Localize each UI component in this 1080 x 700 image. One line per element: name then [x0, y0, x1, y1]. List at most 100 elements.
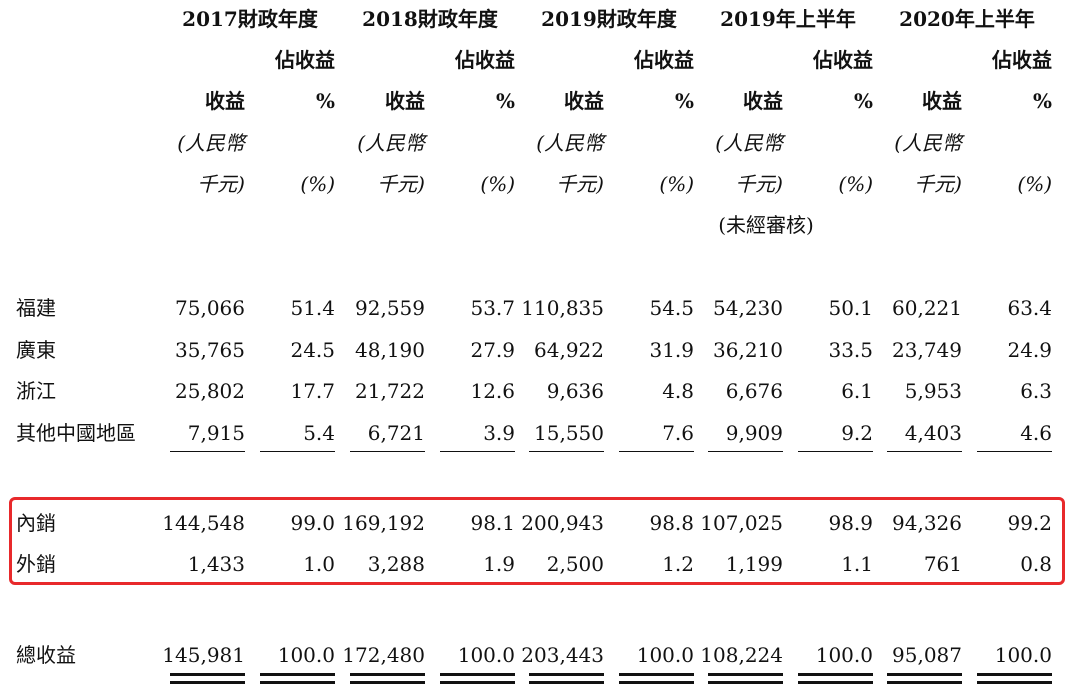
- revenue-cell: 144,548: [162, 511, 245, 535]
- total-double-rule: [887, 681, 962, 684]
- subtotal-rule: [260, 451, 335, 452]
- total-double-rule: [350, 673, 425, 676]
- period-header: 2019年上半年: [720, 7, 856, 31]
- region-row-label: 廣東: [16, 338, 56, 362]
- total-double-rule: [887, 673, 962, 676]
- revenue-cell: 60,221: [892, 296, 962, 320]
- sales-row-label: 內銷: [16, 511, 56, 535]
- total-double-rule: [440, 681, 515, 684]
- revenue-header: 收益: [385, 89, 425, 113]
- period-header: 2017財政年度: [182, 7, 318, 31]
- subtotal-rule: [887, 451, 962, 452]
- pct-cell: 31.9: [649, 338, 694, 362]
- pct-cell: 0.8: [1020, 552, 1052, 576]
- pct-cell: 54.5: [649, 296, 694, 320]
- revenue-header: 收益: [564, 89, 604, 113]
- region-row-label: 其他中國地區: [16, 421, 136, 445]
- pct-cell: 53.7: [470, 296, 515, 320]
- revenue-cell: 15,550: [534, 421, 604, 445]
- unit-label: (人民幣: [536, 131, 604, 155]
- revenue-header: 收益: [922, 89, 962, 113]
- revenue-cell: 2,500: [546, 552, 604, 576]
- unit-label: (人民幣: [177, 131, 245, 155]
- revenue-cell: 107,025: [700, 511, 783, 535]
- pct-unit-label: (%): [300, 172, 335, 196]
- unaudited-note: (未經審核): [718, 213, 814, 237]
- pct-cell: 100.0: [815, 643, 873, 667]
- total-double-rule: [260, 673, 335, 676]
- pct-header: 佔收益: [992, 48, 1052, 72]
- pct-header: 佔收益: [634, 48, 694, 72]
- pct-cell: 1.9: [483, 552, 515, 576]
- pct-symbol-header: %: [674, 89, 694, 113]
- pct-cell: 1.0: [303, 552, 335, 576]
- unit-label: 千元): [914, 172, 962, 196]
- revenue-cell: 21,722: [355, 379, 425, 403]
- total-double-rule: [529, 673, 604, 676]
- revenue-cell: 761: [923, 552, 962, 576]
- pct-cell: 50.1: [828, 296, 873, 320]
- unit-label: (人民幣: [894, 131, 962, 155]
- subtotal-rule: [170, 451, 245, 452]
- pct-cell: 99.0: [290, 511, 335, 535]
- revenue-cell: 35,765: [175, 338, 245, 362]
- revenue-header: 收益: [743, 89, 783, 113]
- revenue-cell: 95,087: [892, 643, 962, 667]
- pct-unit-label: (%): [838, 172, 873, 196]
- total-double-rule: [170, 681, 245, 684]
- revenue-cell: 203,443: [521, 643, 604, 667]
- pct-symbol-header: %: [495, 89, 515, 113]
- revenue-cell: 6,721: [367, 421, 425, 445]
- subtotal-rule: [529, 451, 604, 452]
- total-double-rule: [350, 681, 425, 684]
- subtotal-rule: [798, 451, 873, 452]
- revenue-cell: 5,953: [904, 379, 962, 403]
- pct-cell: 24.5: [290, 338, 335, 362]
- total-double-rule: [440, 673, 515, 676]
- pct-cell: 3.9: [483, 421, 515, 445]
- period-header: 2020年上半年: [899, 7, 1035, 31]
- total-double-rule: [529, 681, 604, 684]
- region-row-label: 福建: [16, 296, 56, 320]
- pct-cell: 100.0: [457, 643, 515, 667]
- pct-cell: 100.0: [636, 643, 694, 667]
- pct-cell: 1.1: [841, 552, 873, 576]
- pct-cell: 4.8: [662, 379, 694, 403]
- unit-label: 千元): [735, 172, 783, 196]
- pct-cell: 98.9: [828, 511, 873, 535]
- subtotal-rule: [977, 451, 1052, 452]
- revenue-cell: 64,922: [534, 338, 604, 362]
- total-double-rule: [708, 673, 783, 676]
- total-double-rule: [708, 681, 783, 684]
- pct-unit-label: (%): [659, 172, 694, 196]
- total-double-rule: [619, 681, 694, 684]
- pct-unit-label: (%): [1017, 172, 1052, 196]
- total-double-rule: [798, 681, 873, 684]
- revenue-cell: 9,909: [725, 421, 783, 445]
- revenue-cell: 169,192: [342, 511, 425, 535]
- pct-cell: 33.5: [828, 338, 873, 362]
- revenue-cell: 25,802: [175, 379, 245, 403]
- subtotal-rule: [708, 451, 783, 452]
- revenue-cell: 36,210: [713, 338, 783, 362]
- pct-header: 佔收益: [275, 48, 335, 72]
- revenue-cell: 75,066: [175, 296, 245, 320]
- pct-cell: 100.0: [277, 643, 335, 667]
- revenue-cell: 94,326: [892, 511, 962, 535]
- pct-cell: 4.6: [1020, 421, 1052, 445]
- pct-cell: 100.0: [994, 643, 1052, 667]
- total-double-rule: [260, 681, 335, 684]
- revenue-cell: 6,676: [725, 379, 783, 403]
- revenue-cell: 54,230: [713, 296, 783, 320]
- revenue-cell: 92,559: [355, 296, 425, 320]
- pct-cell: 6.1: [841, 379, 873, 403]
- pct-cell: 12.6: [470, 379, 515, 403]
- total-double-rule: [619, 673, 694, 676]
- unit-label: 千元): [556, 172, 604, 196]
- revenue-cell: 3,288: [367, 552, 425, 576]
- revenue-cell: 200,943: [521, 511, 604, 535]
- unit-label: (人民幣: [357, 131, 425, 155]
- pct-symbol-header: %: [853, 89, 873, 113]
- pct-symbol-header: %: [315, 89, 335, 113]
- pct-header: 佔收益: [455, 48, 515, 72]
